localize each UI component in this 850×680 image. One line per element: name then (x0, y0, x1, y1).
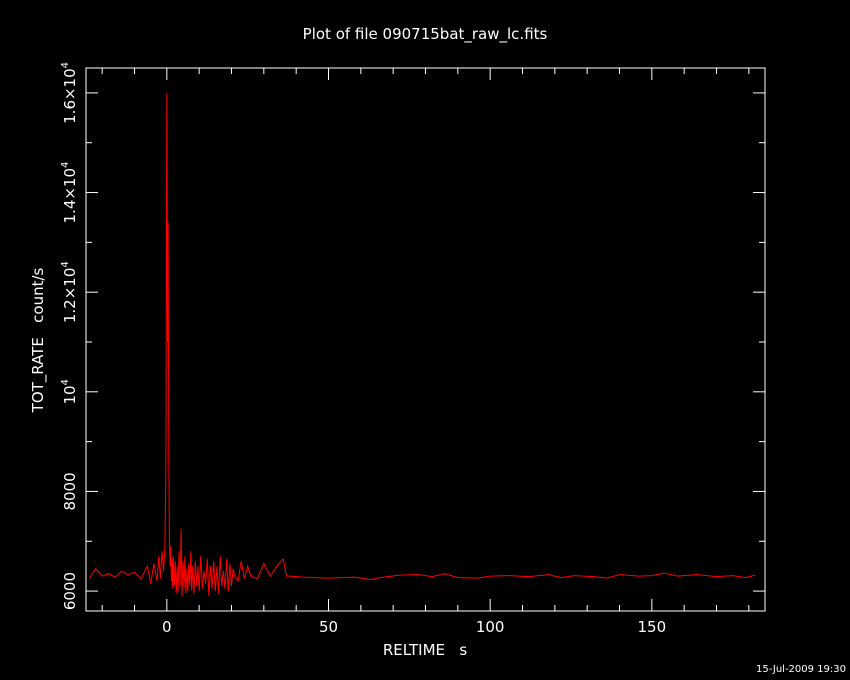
y-tick-label: 1.6×104 (60, 62, 79, 124)
x-tick-label: 100 (476, 618, 505, 636)
y-axis-label: TOT_RATE count/s (29, 267, 48, 413)
x-tick-label: 50 (319, 618, 338, 636)
x-tick-label: 0 (162, 618, 172, 636)
y-tick-label: 104 (60, 379, 79, 404)
y-tick-label: 8000 (61, 472, 79, 510)
x-axis-ticks: 0 50 100 150 (101, 68, 750, 636)
y-tick-label: 1.4×104 (60, 162, 79, 224)
y-tick-label-exponent: 4 (60, 162, 71, 168)
y-tick-label-base: 1.2×10 (61, 268, 79, 324)
y-tick-label-exponent: 4 (60, 379, 71, 385)
y-tick-label: 6000 (61, 572, 79, 610)
y-tick-label-exponent: 4 (60, 62, 71, 68)
y-tick-label-base: 1.6×10 (61, 68, 79, 124)
y-tick-label-base: 1.4×10 (61, 168, 79, 224)
series-line (88, 92, 756, 597)
x-axis-label: RELTIME s (383, 641, 468, 659)
y-tick-label-base: 10 (61, 385, 79, 404)
y-tick-label: 1.2×104 (60, 261, 79, 323)
chart-title: Plot of file 090715bat_raw_lc.fits (303, 25, 548, 44)
timestamp-label: 15-Jul-2009 19:30 (756, 664, 846, 675)
x-tick-label: 150 (638, 618, 667, 636)
y-tick-label-exponent: 4 (60, 261, 71, 267)
